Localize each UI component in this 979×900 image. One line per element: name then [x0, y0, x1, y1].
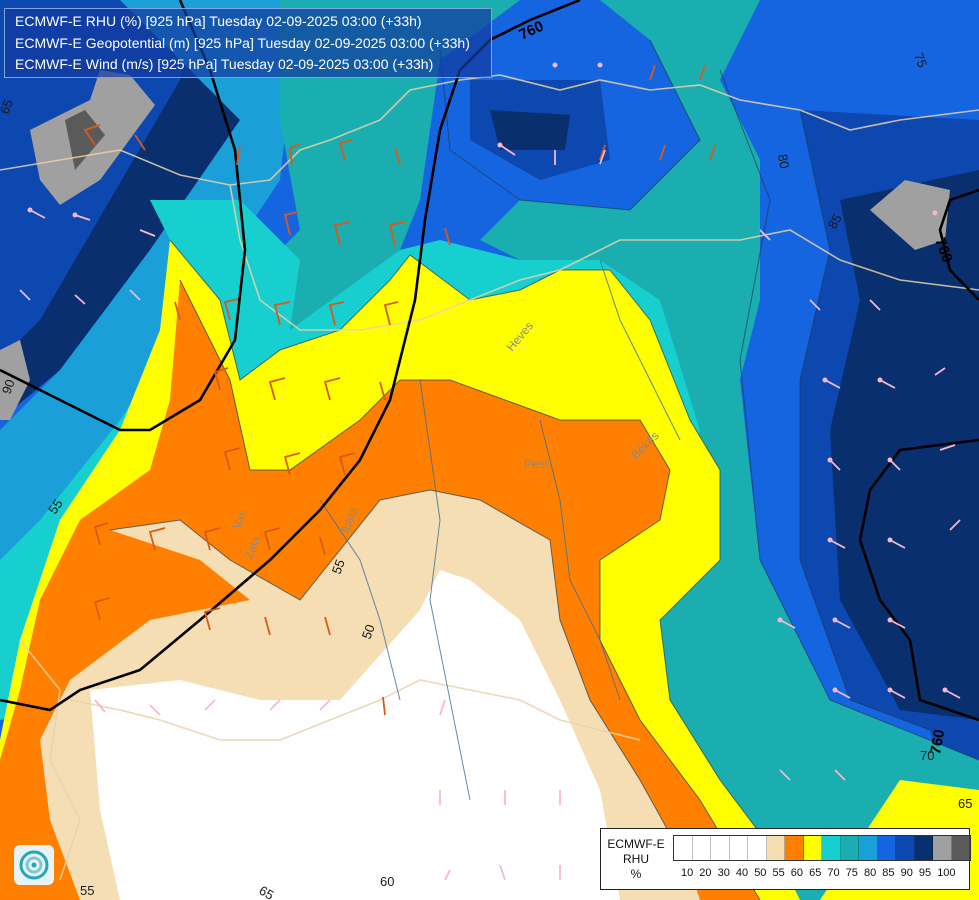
ecmwf-logo-icon — [14, 845, 54, 885]
legend-swatch — [914, 836, 933, 860]
legend-title-model: ECMWF-E — [607, 837, 665, 851]
rhu-contour-label: 90 — [0, 377, 18, 396]
legend-swatch — [748, 836, 767, 860]
legend-title: ECMWF-E RHU % — [607, 837, 665, 882]
legend-tick: 70 — [827, 867, 840, 879]
legend-tick: 40 — [735, 867, 749, 879]
legend-color-scale — [673, 835, 971, 861]
legend-tick: 60 — [790, 867, 804, 879]
place-label: Vas — [230, 508, 250, 531]
rhu-contour-label: 55 — [329, 557, 348, 576]
rhu-contour-label: 65 — [958, 796, 972, 811]
legend-tick: 100 — [937, 867, 956, 879]
place-label: Pest — [524, 457, 549, 471]
rhu-contour-label: 80 — [775, 153, 792, 170]
legend-tick: 30 — [717, 867, 730, 879]
legend-tick: 10 — [681, 867, 694, 879]
border-lines — [0, 74, 979, 881]
geopotential-label: 760 — [927, 728, 948, 756]
rhu-contour-label: 50 — [359, 622, 378, 641]
legend-tick: 20 — [699, 867, 712, 879]
rhu-contour-label: 55 — [80, 883, 94, 898]
legend-swatch — [785, 836, 804, 860]
legend-tick: 85 — [882, 867, 895, 879]
legend-swatch — [822, 836, 841, 860]
rhu-legend: ECMWF-E RHU % 10 20 30 40 50 55 60 65 70 75 80 85 90… — [600, 828, 971, 890]
legend-swatch — [729, 836, 748, 860]
legend-swatch — [803, 836, 822, 860]
rhu-label-group: 80 85 90 55 55 50 70 65 60 65 55 75 65 — [0, 51, 972, 900]
wind-barbs — [19, 62, 961, 881]
legend-swatch — [951, 836, 970, 860]
legend-title-variable: RHU — [623, 852, 649, 866]
legend-swatch — [859, 836, 878, 860]
rhu-contour-label: 65 — [257, 883, 277, 900]
rhu-contour-label: 60 — [380, 874, 394, 889]
legend-tick: 65 — [809, 867, 822, 879]
legend-tick: 90 — [900, 867, 913, 879]
legend-swatch — [877, 836, 896, 860]
river-lines — [319, 259, 681, 801]
wind-title: ECMWF-E Wind (m/s) [925 hPa] Tuesday 02-… — [15, 56, 434, 72]
legend-tick: 50 — [754, 867, 767, 879]
legend-swatch — [766, 836, 785, 860]
rhu-contour-label: 55 — [45, 496, 66, 516]
forecast-title-panel: ECMWF-E RHU (%) [925 hPa] Tuesday 02-09-… — [4, 8, 492, 78]
rhu-contour-label: 65 — [0, 97, 16, 116]
legend-swatch — [674, 836, 693, 860]
legend-unit: % — [630, 867, 642, 881]
rhu-title: ECMWF-E RHU (%) [925 hPa] Tuesday 02-09-… — [15, 13, 422, 29]
rhu-contour-label: 85 — [825, 211, 845, 231]
legend-swatch — [896, 836, 915, 860]
legend-tick: 80 — [864, 867, 877, 879]
rhu-contours — [109, 39, 979, 900]
legend-swatch — [711, 836, 730, 860]
legend-tick: 95 — [918, 867, 932, 879]
geopotential-title: ECMWF-E Geopotential (m) [925 hPa] Tuesd… — [15, 35, 470, 51]
swirl-icon — [19, 850, 49, 880]
rhu-contour-label: 70 — [920, 748, 934, 763]
rhu-contour-label: 75 — [911, 51, 930, 70]
legend-tick: 75 — [845, 867, 858, 879]
legend-swatch — [933, 836, 952, 860]
legend-swatch — [840, 836, 859, 860]
legend-swatch — [692, 836, 711, 860]
legend-tick: 55 — [772, 867, 785, 879]
